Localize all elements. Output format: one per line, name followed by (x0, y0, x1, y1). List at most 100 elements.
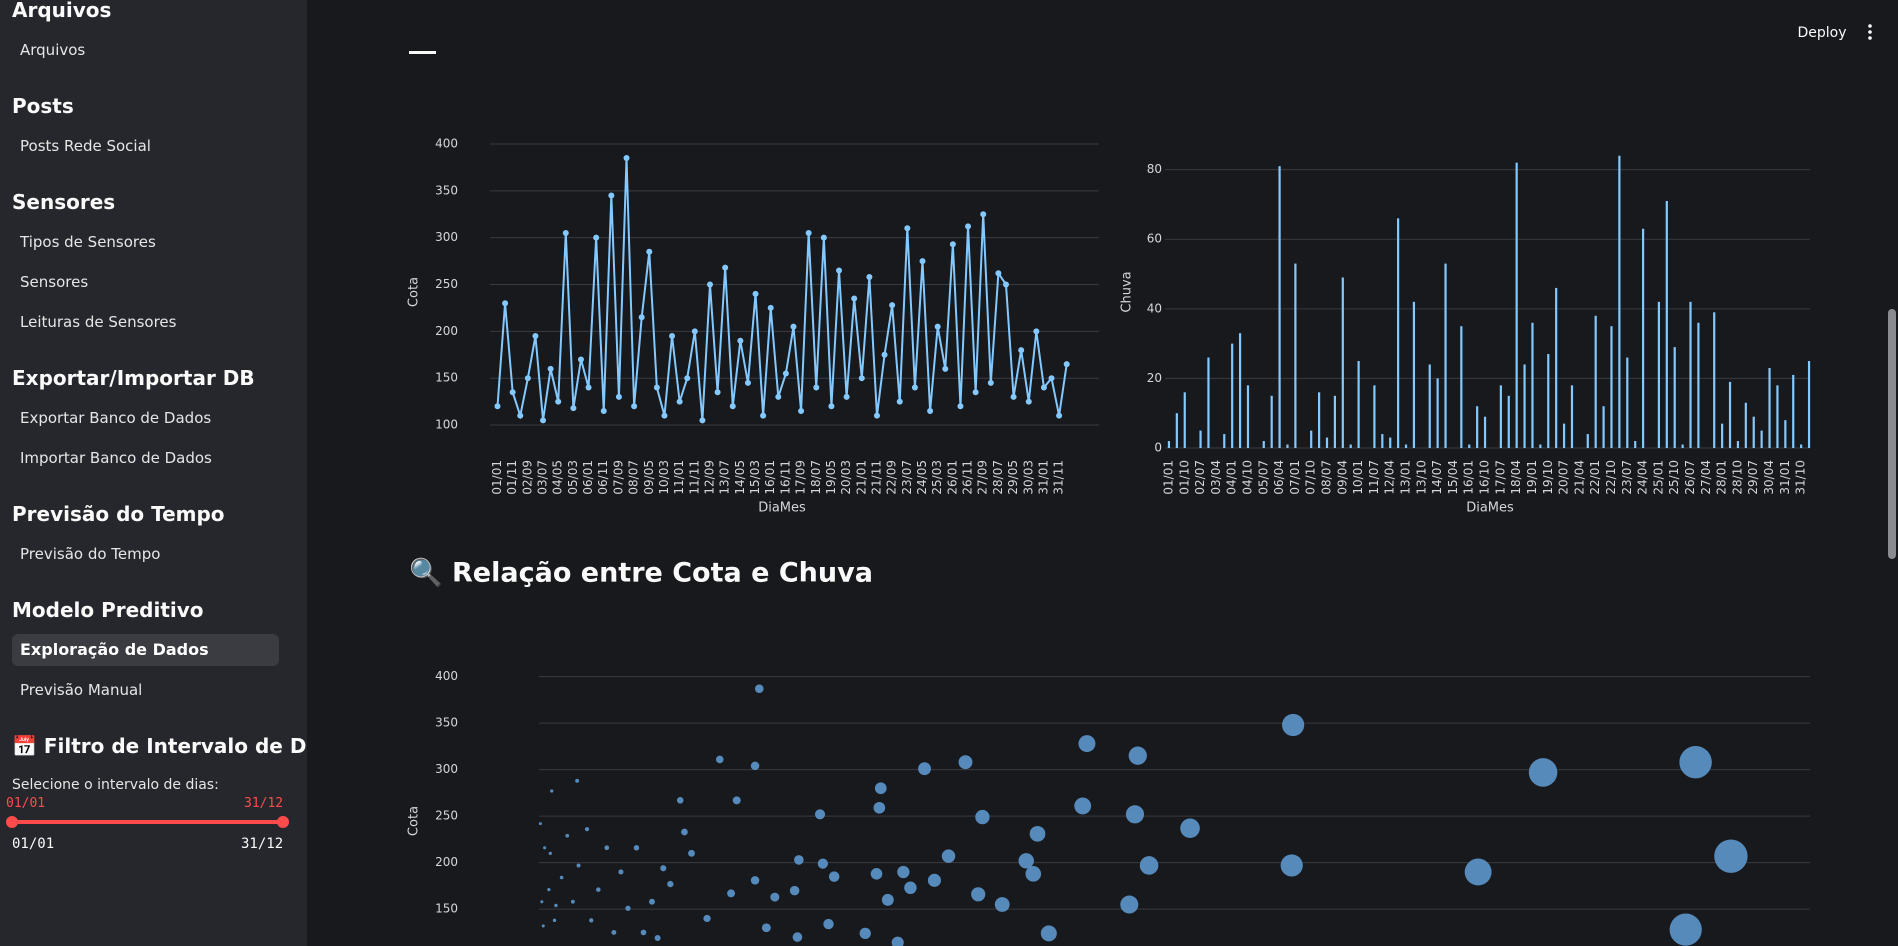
slider-handle[interactable] (6, 816, 18, 828)
line-point (570, 405, 577, 412)
y-tick-label: 200 (435, 855, 458, 869)
bubble (1280, 854, 1303, 877)
x-tick-label: 19/05 (824, 460, 838, 495)
nav-link[interactable]: Arquivos (20, 41, 86, 59)
bubble (897, 865, 910, 879)
bubble (703, 914, 711, 923)
bar (1562, 423, 1566, 448)
x-tick-label: 25/03 (930, 460, 944, 495)
bar (1752, 416, 1755, 448)
line-point (608, 192, 615, 199)
slider-track[interactable] (12, 820, 283, 824)
bubble (543, 846, 547, 850)
filter-title: 📅 Filtro de Intervalo de Datas (12, 734, 307, 758)
x-tick-label: 01/01 (1161, 460, 1175, 495)
x-tick-label: 01/01 (490, 460, 504, 495)
bar (1807, 361, 1811, 448)
line-point (737, 337, 744, 344)
bubble (1528, 758, 1558, 787)
bar (1523, 364, 1526, 448)
nav-link[interactable]: Previsão do Tempo (20, 545, 161, 563)
x-tick-label: 25/01 (1651, 460, 1665, 495)
deploy-button[interactable]: Deploy (1797, 25, 1846, 41)
nav-link[interactable]: Posts Rede Social (20, 137, 151, 155)
bubble (676, 797, 684, 804)
bar (1373, 385, 1376, 448)
bar (1381, 434, 1384, 448)
line-point (502, 300, 509, 307)
y-axis-title: Cota (407, 806, 422, 836)
slider-start-value[interactable]: 01/01 (6, 796, 46, 811)
nav-link[interactable]: Importar Banco de Dados (20, 449, 212, 467)
bar (1397, 218, 1400, 448)
x-tick-label: 24/05 (915, 460, 929, 495)
bar (1713, 312, 1716, 448)
y-tick-label: 40 (1147, 301, 1162, 315)
x-tick-label: 21/11 (869, 460, 883, 495)
x-tick-label: 25/10 (1667, 460, 1681, 495)
x-tick-label: 19/10 (1541, 460, 1555, 495)
bar (1167, 441, 1171, 448)
bar (1223, 434, 1226, 448)
line-point (881, 351, 888, 358)
bubble (1139, 856, 1159, 875)
bubble (596, 887, 601, 892)
x-tick-label: 07/09 (611, 460, 625, 495)
x-tick-label: 24/04 (1636, 460, 1650, 495)
x-tick-label: 31/01 (1036, 460, 1050, 495)
x-tick-label: 16/10 (1478, 460, 1492, 495)
bar (1310, 430, 1313, 448)
nav-link[interactable]: Previsão Manual (20, 681, 143, 699)
line-point (684, 375, 691, 382)
slider-handle[interactable] (277, 816, 289, 828)
nav-link[interactable]: Leituras de Sensores (20, 313, 177, 331)
line-point (1025, 398, 1032, 405)
bubble (589, 918, 594, 923)
nav-link[interactable]: Exportar Banco de Dados (20, 409, 212, 427)
bar (1262, 441, 1265, 448)
bubble (941, 849, 956, 863)
bubble (958, 755, 973, 770)
x-tick-label: 14/05 (733, 460, 747, 495)
filter-label: Selecione o intervalo de dias: (12, 777, 219, 793)
main-scrollbar[interactable] (1888, 309, 1896, 559)
line-point (919, 258, 926, 265)
nav-section-title: Arquivos (12, 0, 112, 22)
nav-link[interactable]: Sensores (20, 273, 89, 291)
line-point (965, 223, 972, 230)
line-point (873, 412, 880, 419)
nav-link[interactable]: Tipos de Sensores (20, 233, 156, 251)
bar (1325, 437, 1329, 448)
x-tick-label: 31/11 (1052, 460, 1066, 495)
bubble (927, 873, 941, 887)
x-tick-label: 14/07 (1430, 460, 1444, 495)
bar (1673, 347, 1676, 448)
line-point (540, 417, 547, 424)
bubble (1074, 797, 1092, 815)
bar (1594, 315, 1597, 448)
x-tick-label: 22/01 (1588, 460, 1602, 495)
menu-button[interactable] (1868, 24, 1872, 40)
bar (1792, 374, 1795, 448)
slider-end-value[interactable]: 31/12 (244, 796, 284, 811)
bar (1657, 301, 1661, 448)
bar (1460, 326, 1463, 448)
x-tick-label: 13/01 (1399, 460, 1413, 495)
x-tick-label: 04/05 (551, 460, 565, 495)
line-point (722, 264, 729, 271)
x-tick-label: 23/07 (900, 460, 914, 495)
main-background (324, 0, 1898, 946)
nav-link-selected[interactable]: Exploração de Dados (12, 634, 279, 666)
bar (1539, 444, 1542, 448)
bubble (881, 893, 894, 906)
line-point (896, 398, 903, 405)
bar (1626, 357, 1629, 448)
bubble (1464, 858, 1492, 886)
line-point (577, 356, 584, 363)
bubble (859, 927, 871, 940)
y-tick-label: 350 (435, 716, 458, 730)
y-axis-title: Cota (407, 277, 422, 307)
bar (1736, 441, 1740, 448)
x-tick-label: 11/11 (687, 460, 701, 495)
x-tick-label: 11/01 (672, 460, 686, 495)
